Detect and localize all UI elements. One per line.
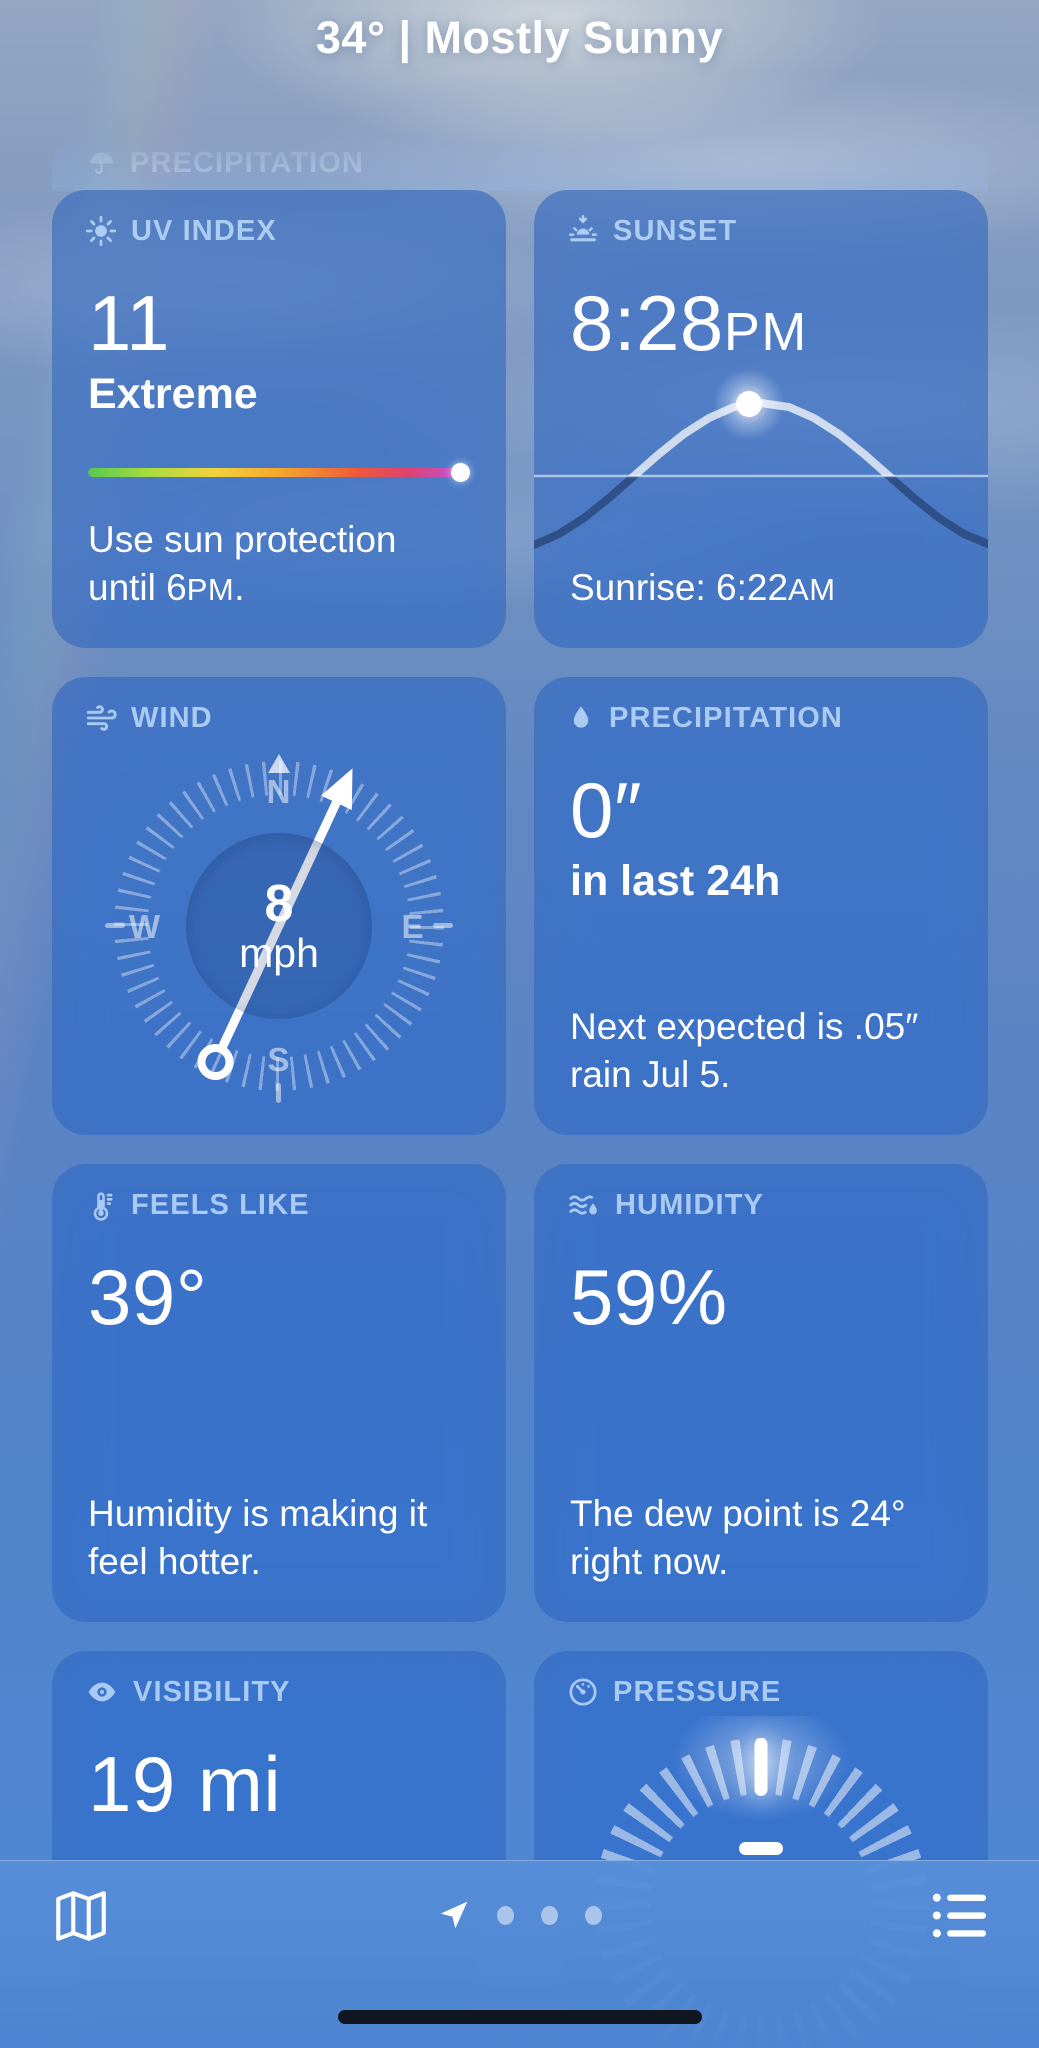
card-title: PRECIPITATION <box>609 701 843 734</box>
wind-icon <box>86 705 117 731</box>
feels-like-value: 39° <box>88 1253 208 1341</box>
text-part-meridiem: AM <box>788 571 836 607</box>
page-indicator[interactable] <box>438 1899 602 1931</box>
humidity-icon <box>569 1195 597 1215</box>
time-value: 8:28 <box>570 279 724 367</box>
card-title: FEELS LIKE <box>131 1188 310 1221</box>
east-tick <box>433 923 453 928</box>
map-button[interactable] <box>50 1885 112 1950</box>
gauge-center-marker <box>739 1842 783 1855</box>
precipitation-period: in last 24h <box>570 857 781 905</box>
humidity-card[interactable]: HUMIDITY 59% The dew point is 24° right … <box>534 1164 988 1622</box>
list-button[interactable] <box>931 1891 989 1943</box>
sun-path-chart <box>534 368 988 549</box>
humidity-description: The dew point is 24° right now. <box>570 1492 906 1582</box>
card-header: HUMIDITY <box>566 1188 764 1222</box>
cardinal-south: S <box>267 1041 291 1078</box>
uv-index-card[interactable]: UV INDEX 11 Extreme Use sun protection u… <box>52 190 506 648</box>
south-tick <box>276 1083 281 1103</box>
wind-speed-value: 8 <box>264 875 294 934</box>
wind-compass: N E S W 8 mph <box>105 754 453 1103</box>
thermometer-icon <box>93 1192 113 1221</box>
card-header: SUNSET <box>566 214 737 248</box>
text-part: . <box>234 566 245 608</box>
text-part: Use sun protection until 6 <box>88 518 397 608</box>
feels-like-description: Humidity is making it feel hotter. <box>88 1492 428 1582</box>
sun-icon <box>85 215 117 247</box>
humidity-value: 59% <box>570 1253 728 1341</box>
west-tick <box>105 923 125 928</box>
time-meridiem: PM <box>723 302 808 362</box>
wind-speed-unit: mph <box>239 929 319 976</box>
card-title: SUNSET <box>613 214 738 247</box>
sunset-card[interactable]: SUNSET 8:28PM Sunrise: 6:22AM <box>534 190 988 648</box>
card-header: WIND <box>84 701 213 735</box>
card-header: PRECIPITATION <box>86 147 364 180</box>
text-part: Sunrise: 6:22 <box>570 566 789 608</box>
gauge-needle <box>754 1738 768 1796</box>
page-dot[interactable] <box>540 1905 558 1925</box>
location-arrow-icon <box>440 1901 467 1929</box>
uv-description: Use sun protection until 6PM. <box>88 516 466 612</box>
card-header: UV INDEX <box>84 214 277 248</box>
gauge-icon <box>569 1678 597 1706</box>
card-title: HUMIDITY <box>615 1188 764 1221</box>
card-title: WIND <box>131 701 213 734</box>
card-title: PRECIPITATION <box>130 147 364 179</box>
card-title: UV INDEX <box>131 214 277 247</box>
home-indicator[interactable] <box>337 2010 702 2024</box>
page-dot[interactable] <box>496 1905 514 1925</box>
precipitation-description: Next expected is .05″ rain Jul 5. <box>570 1005 919 1095</box>
wind-direction-arrow <box>197 768 353 1080</box>
sunset-icon <box>568 214 598 242</box>
card-header: VISIBILITY <box>84 1675 291 1709</box>
cardinal-north: N <box>266 773 292 810</box>
sunset-time: 8:28PM <box>570 284 808 362</box>
cardinal-east: E <box>401 908 425 945</box>
feels-like-card[interactable]: FEELS LIKE 39° Humidity is making it fee… <box>52 1164 506 1622</box>
cardinal-west: W <box>128 908 162 945</box>
wind-speed: 8 mph <box>239 877 319 975</box>
precipitation-map-card-partial[interactable]: PRECIPITATION <box>52 133 988 191</box>
umbrella-icon <box>90 152 113 175</box>
uv-scale-indicator-dot <box>451 463 470 482</box>
eye-icon <box>88 1682 116 1702</box>
visibility-value: 19 mi <box>88 1740 282 1828</box>
north-marker <box>268 754 290 773</box>
uv-scale-bar <box>88 468 460 477</box>
compass-center-disc <box>186 833 372 1019</box>
text-part-meridiem: PM <box>186 571 235 607</box>
card-header: PRESSURE <box>566 1675 781 1709</box>
card-title: VISIBILITY <box>133 1675 291 1708</box>
map-icon <box>56 1891 106 1941</box>
card-header: PRECIPITATION <box>566 701 843 735</box>
uv-level: Extreme <box>88 370 258 418</box>
uv-value: 11 <box>88 279 170 367</box>
card-title: PRESSURE <box>613 1675 782 1708</box>
precipitation-card[interactable]: PRECIPITATION 0″ in last 24h Next expect… <box>534 677 988 1135</box>
current-conditions-summary: 34° | Mostly Sunny <box>315 12 724 63</box>
sun-position-dot <box>736 391 762 417</box>
sunrise-caption: Sunrise: 6:22AM <box>570 564 948 612</box>
list-icon <box>932 1893 987 1938</box>
precipitation-amount: 0″ <box>570 766 642 854</box>
wind-card[interactable]: WIND N E S W 8 mph <box>52 677 506 1135</box>
drop-icon <box>573 706 589 728</box>
page-dot[interactable] <box>584 1905 602 1925</box>
card-header: FEELS LIKE <box>84 1188 310 1222</box>
